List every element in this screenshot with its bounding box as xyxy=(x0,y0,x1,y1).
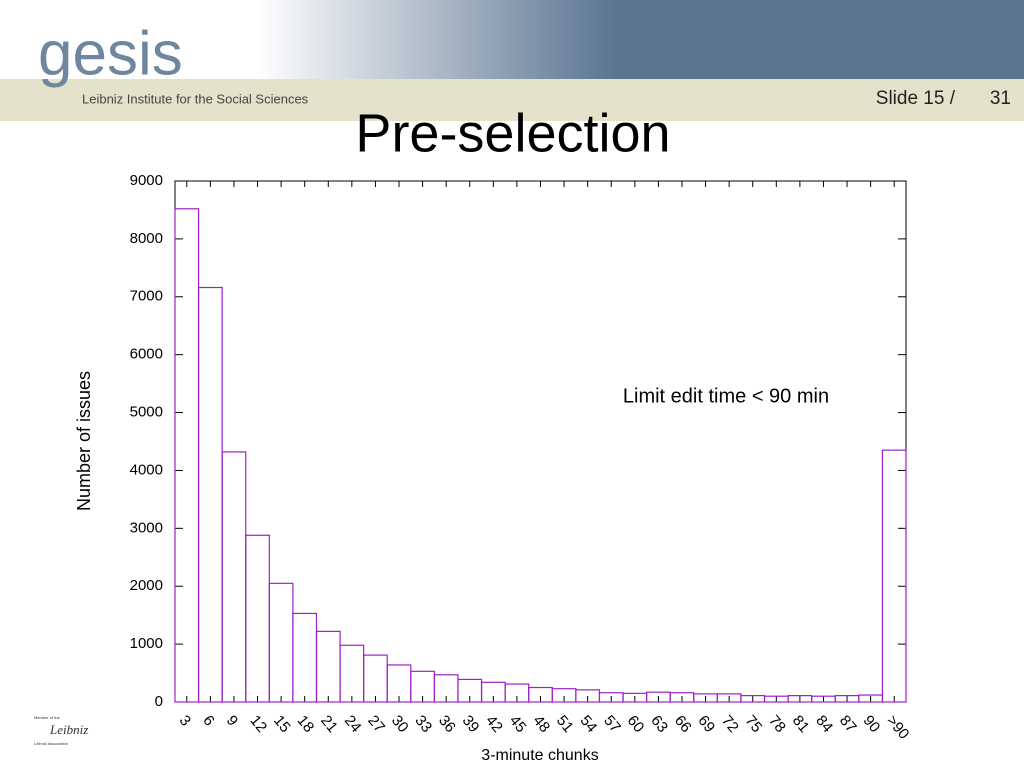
y-tick-label: 6000 xyxy=(130,346,163,363)
x-tick-label: 78 xyxy=(765,712,789,736)
x-tick-label: 30 xyxy=(388,712,412,736)
x-tick-label: 54 xyxy=(577,712,601,736)
bar xyxy=(292,612,318,703)
x-tick-label: 36 xyxy=(435,712,459,736)
bar xyxy=(881,449,907,703)
x-axis-label: 3-minute chunks xyxy=(481,747,598,764)
annotation: Limit edit time < 90 min xyxy=(623,385,829,407)
x-tick-label: 42 xyxy=(482,712,506,736)
x-tick-label: 3 xyxy=(176,712,194,729)
y-tick-label: 1000 xyxy=(130,635,163,652)
bar xyxy=(221,451,247,703)
footer-association: Leibniz Association xyxy=(34,741,68,746)
x-tick-label: 21 xyxy=(317,712,341,736)
x-tick-label: 84 xyxy=(812,712,836,736)
x-tick-label: 48 xyxy=(529,712,553,736)
slide-label: Slide 15 / xyxy=(876,88,956,109)
y-axis-label: Number of issues xyxy=(74,371,94,511)
x-tick-label: 24 xyxy=(341,712,365,736)
slide-total: 31 xyxy=(990,88,1011,109)
x-tick-label: 27 xyxy=(364,712,388,736)
x-tick-label: 51 xyxy=(553,712,577,736)
x-tick-label: 33 xyxy=(411,712,435,736)
x-tick-label: 66 xyxy=(671,712,695,736)
x-tick-label: 90 xyxy=(860,712,884,736)
bar xyxy=(245,534,270,703)
bar xyxy=(268,582,294,703)
bar xyxy=(363,654,388,703)
slide-title: Pre-selection xyxy=(355,103,670,163)
x-tick-label: 45 xyxy=(506,712,530,736)
y-tick-label: 9000 xyxy=(130,172,163,189)
header-strip xyxy=(0,79,1024,121)
y-tick-label: 5000 xyxy=(130,404,163,421)
x-tick-label: 69 xyxy=(694,712,718,736)
x-tick-label: 15 xyxy=(270,712,294,736)
x-tick-label: 18 xyxy=(294,712,318,736)
bar xyxy=(315,630,341,703)
footer-name: Leibniz xyxy=(49,722,88,737)
x-tick-label: 57 xyxy=(600,712,624,736)
x-tick-label: 39 xyxy=(459,712,483,736)
x-tick-label: 72 xyxy=(718,712,742,736)
y-tick-label: 4000 xyxy=(130,461,163,478)
footer-member: Member of the xyxy=(34,715,61,720)
plot-frame xyxy=(174,180,907,703)
x-tick-label: 87 xyxy=(836,712,860,736)
x-tick-label: 6 xyxy=(199,712,217,729)
bar xyxy=(174,208,200,703)
x-tick-label: 81 xyxy=(789,712,813,736)
header-band xyxy=(0,0,1024,79)
x-tick-label: 9 xyxy=(223,712,241,729)
bar xyxy=(339,644,365,703)
y-tick-label: 2000 xyxy=(130,577,163,594)
x-tick-label: 60 xyxy=(624,712,648,736)
y-tick-label: 7000 xyxy=(130,288,163,305)
y-tick-label: 3000 xyxy=(130,519,163,536)
y-tick-label: 8000 xyxy=(130,230,163,247)
x-tick-label: 75 xyxy=(742,712,766,736)
logo: gesis xyxy=(38,19,183,88)
x-tick-label: >90 xyxy=(883,712,912,742)
x-tick-label: 12 xyxy=(246,712,270,736)
y-tick-label: 0 xyxy=(155,693,163,710)
x-tick-label: 63 xyxy=(647,712,671,736)
bar xyxy=(197,286,223,703)
logo-subtitle: Leibniz Institute for the Social Science… xyxy=(82,91,309,106)
